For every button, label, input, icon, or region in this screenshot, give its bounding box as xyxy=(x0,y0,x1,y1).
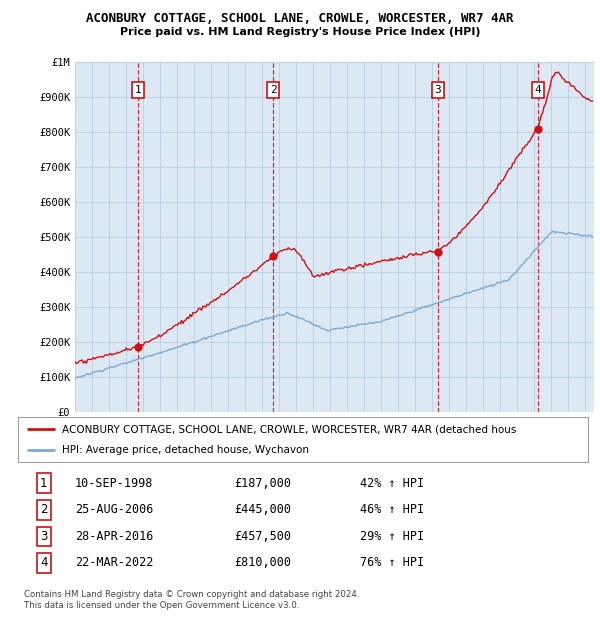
Text: £445,000: £445,000 xyxy=(235,503,292,516)
Text: 10-SEP-1998: 10-SEP-1998 xyxy=(75,477,154,490)
Text: 42% ↑ HPI: 42% ↑ HPI xyxy=(360,477,424,490)
Text: 3: 3 xyxy=(40,530,47,543)
Text: £187,000: £187,000 xyxy=(235,477,292,490)
Text: 28-APR-2016: 28-APR-2016 xyxy=(75,530,154,543)
Text: 4: 4 xyxy=(535,85,542,95)
Text: 4: 4 xyxy=(40,556,47,569)
Text: ACONBURY COTTAGE, SCHOOL LANE, CROWLE, WORCESTER, WR7 4AR: ACONBURY COTTAGE, SCHOOL LANE, CROWLE, W… xyxy=(86,12,514,25)
Text: ACONBURY COTTAGE, SCHOOL LANE, CROWLE, WORCESTER, WR7 4AR (detached hous: ACONBURY COTTAGE, SCHOOL LANE, CROWLE, W… xyxy=(62,424,517,435)
Text: 76% ↑ HPI: 76% ↑ HPI xyxy=(360,556,424,569)
Text: Contains HM Land Registry data © Crown copyright and database right 2024.
This d: Contains HM Land Registry data © Crown c… xyxy=(24,590,359,609)
Text: HPI: Average price, detached house, Wychavon: HPI: Average price, detached house, Wych… xyxy=(62,445,310,455)
Text: Price paid vs. HM Land Registry's House Price Index (HPI): Price paid vs. HM Land Registry's House … xyxy=(120,27,480,37)
Text: 29% ↑ HPI: 29% ↑ HPI xyxy=(360,530,424,543)
Text: 1: 1 xyxy=(134,85,141,95)
Text: £810,000: £810,000 xyxy=(235,556,292,569)
Text: £457,500: £457,500 xyxy=(235,530,292,543)
Text: 46% ↑ HPI: 46% ↑ HPI xyxy=(360,503,424,516)
Text: 2: 2 xyxy=(270,85,277,95)
Text: 2: 2 xyxy=(40,503,47,516)
Text: 25-AUG-2006: 25-AUG-2006 xyxy=(75,503,154,516)
Text: 1: 1 xyxy=(40,477,47,490)
Text: 3: 3 xyxy=(434,85,441,95)
Text: 22-MAR-2022: 22-MAR-2022 xyxy=(75,556,154,569)
